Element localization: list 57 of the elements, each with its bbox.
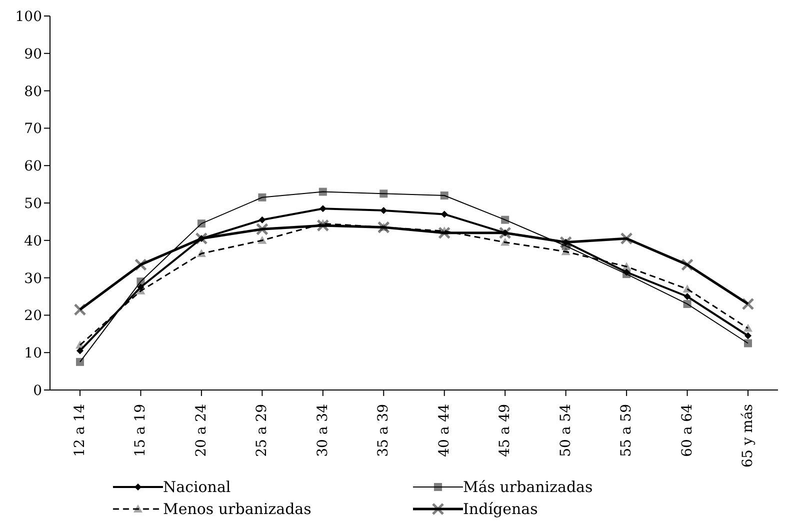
point (197, 220, 206, 228)
point (318, 188, 327, 196)
y-tick-label: 20 (24, 308, 42, 324)
x-tick-label: 20 a 24 (193, 404, 210, 457)
point (137, 284, 144, 291)
point (682, 284, 692, 293)
x-tick-label: 15 a 19 (132, 404, 149, 457)
x-tick-label: 55 a 59 (618, 404, 635, 457)
point (502, 229, 509, 236)
x-tick-label: 40 a 44 (436, 404, 452, 457)
point (683, 300, 692, 308)
point (622, 262, 632, 270)
point (744, 332, 752, 340)
y-tick-label: 70 (24, 121, 42, 138)
point (500, 238, 510, 246)
point (258, 193, 266, 202)
point (684, 293, 691, 300)
point (744, 339, 752, 348)
point (440, 210, 448, 218)
point (380, 206, 388, 214)
point (440, 192, 448, 200)
x-tick-label: 45 a 49 (497, 404, 514, 457)
y-tick-label: 30 (24, 270, 42, 287)
point (76, 358, 84, 366)
legend-label: Indígenas (463, 500, 538, 518)
point (380, 190, 388, 198)
x-tick-label: 30 a 34 (314, 404, 331, 457)
x-tick-label: 25 a 29 (254, 404, 270, 457)
x-tick-label: 60 a 64 (679, 404, 696, 457)
y-tick-label: 80 (24, 84, 42, 100)
y-tick-label: 60 (24, 158, 42, 175)
y-tick-label: 100 (15, 8, 42, 25)
point (561, 247, 570, 256)
point (623, 268, 630, 276)
point (258, 216, 266, 224)
point (258, 236, 267, 244)
point (196, 248, 206, 257)
point (136, 278, 145, 286)
point (76, 340, 84, 349)
legend-label: Menos urbanizadas (163, 500, 312, 518)
y-tick-label: 0 (33, 382, 42, 399)
point (622, 270, 631, 278)
x-tick-label: 50 a 54 (558, 404, 574, 457)
legend-label: Nacional (163, 478, 231, 496)
y-tick-label: 10 (24, 346, 42, 362)
point (319, 205, 326, 212)
legend-label: Más urbanizadas (463, 478, 593, 496)
x-tick-label: 65 y más (740, 404, 756, 468)
point (501, 216, 510, 224)
y-tick-label: 90 (24, 46, 42, 62)
point (76, 347, 84, 354)
y-tick-label: 40 (24, 233, 42, 250)
x-tick-label: 35 a 39 (376, 404, 392, 457)
point (744, 324, 752, 332)
x-tick-label: 12 a 14 (72, 404, 88, 457)
y-tick-label: 50 (24, 196, 42, 212)
point (198, 235, 205, 242)
